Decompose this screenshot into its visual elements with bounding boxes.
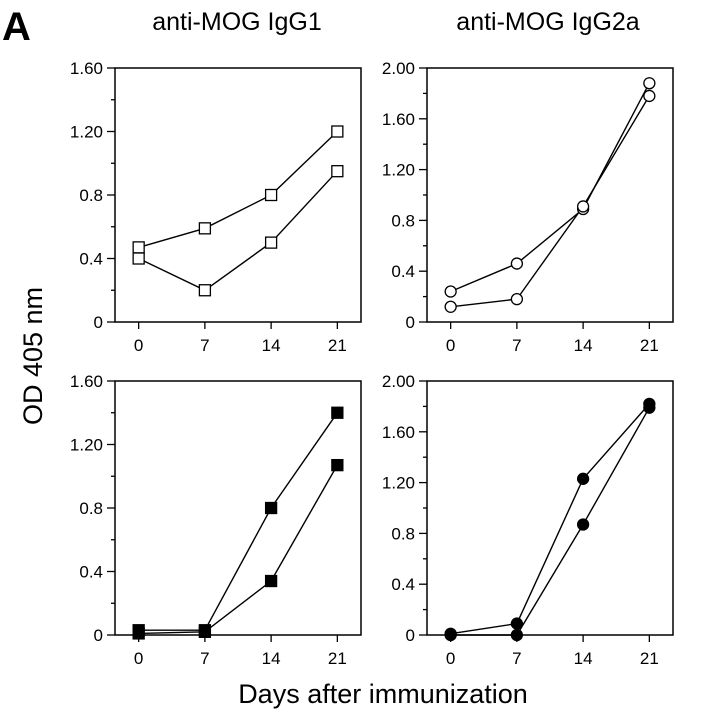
x-tick-label: 14 xyxy=(262,336,281,355)
x-tick-label: 7 xyxy=(200,649,209,668)
series-line-1 xyxy=(138,130,338,249)
y-tick-label: 1.60 xyxy=(382,110,415,129)
y-tick-label: 0.8 xyxy=(79,499,103,518)
x-tick-label: 21 xyxy=(328,336,347,355)
y-tick-label: 1.20 xyxy=(382,161,415,180)
plot-frame xyxy=(426,67,674,323)
y-tick-label: 0 xyxy=(94,626,103,645)
data-point xyxy=(510,617,524,630)
data-point xyxy=(643,89,656,103)
data-point xyxy=(132,252,145,265)
x-tick-label: 21 xyxy=(328,649,347,668)
data-point xyxy=(264,188,278,202)
y-axis-title: OD 405 nm xyxy=(18,287,48,425)
x-tick-label: 14 xyxy=(574,336,593,355)
chart-panel-bottom-right: 0 0.4 0.8 1.20 1.60 2.00 0 7 14 21 xyxy=(382,372,674,668)
chart-panel-top-left: 0 0.4 0.8 1.20 1.60 0 7 14 21 xyxy=(70,59,362,355)
y-tick-label: 1.20 xyxy=(382,474,415,493)
x-tick-label: 21 xyxy=(640,649,659,668)
y-tick-label: 2.00 xyxy=(382,59,415,78)
series-line-2 xyxy=(450,407,650,636)
x-tick-label: 7 xyxy=(200,336,209,355)
x-tick-label: 0 xyxy=(446,649,455,668)
y-tick-label: 0.8 xyxy=(79,186,103,205)
data-point xyxy=(132,241,145,254)
data-point xyxy=(444,285,457,298)
data-point xyxy=(510,628,524,642)
plot-frame xyxy=(114,380,362,636)
series-line-1 xyxy=(138,412,338,631)
x-axis-title: Days after immunization xyxy=(238,679,528,709)
x-tick-label: 14 xyxy=(262,649,281,668)
series-line-1 xyxy=(450,403,650,635)
chart-panel-top-right: 0 0.4 0.8 1.20 1.60 2.00 0 7 14 21 xyxy=(382,59,674,355)
y-tick-label: 1.20 xyxy=(70,123,103,142)
panel-letter: A xyxy=(2,5,31,49)
column-title-igg1: anti-MOG IgG1 xyxy=(152,8,322,36)
data-point xyxy=(331,406,344,419)
data-point xyxy=(264,236,278,249)
x-tick-label: 0 xyxy=(134,649,143,668)
data-point xyxy=(198,625,212,638)
data-point xyxy=(444,628,457,642)
y-tick-label: 1.60 xyxy=(382,423,415,442)
data-point xyxy=(576,200,590,213)
data-point xyxy=(198,284,212,297)
x-tick-label: 0 xyxy=(134,336,143,355)
series-line-2 xyxy=(138,464,338,635)
y-tick-label: 1.20 xyxy=(70,436,103,455)
x-tick-label: 21 xyxy=(640,336,659,355)
series-line-2 xyxy=(138,170,338,292)
data-point xyxy=(331,458,344,472)
x-tick-label: 14 xyxy=(574,649,593,668)
x-tick-label: 0 xyxy=(446,336,455,355)
data-point xyxy=(643,77,656,90)
column-title-igg2a: anti-MOG IgG2a xyxy=(456,8,639,36)
y-tick-label: 0.8 xyxy=(391,211,415,230)
data-point xyxy=(331,165,344,178)
y-tick-label: 0 xyxy=(94,313,103,332)
data-point xyxy=(510,257,524,270)
y-tick-label: 0.4 xyxy=(79,250,103,269)
data-point xyxy=(643,401,656,414)
series-line-2 xyxy=(450,95,650,308)
y-tick-label: 0.4 xyxy=(79,563,103,582)
y-tick-label: 1.60 xyxy=(70,372,103,391)
series-line-1 xyxy=(450,82,650,293)
y-tick-label: 0.4 xyxy=(391,262,415,281)
y-tick-label: 0.8 xyxy=(391,524,415,543)
data-point xyxy=(264,574,278,588)
chart-panels: 0 0.4 0.8 1.20 1.60 0 7 14 21 0 0.4 0.8 1.20 1.60 2.00… xyxy=(70,59,674,668)
chart-panel-bottom-left: 0 0.4 0.8 1.20 1.60 0 7 14 21 xyxy=(70,372,362,668)
data-point xyxy=(264,501,278,515)
data-point xyxy=(510,292,524,306)
y-tick-label: 2.00 xyxy=(382,372,415,391)
plot-frame xyxy=(114,67,362,323)
x-tick-label: 7 xyxy=(512,649,521,668)
y-tick-label: 0.4 xyxy=(391,575,415,594)
data-point xyxy=(132,627,145,640)
y-tick-label: 0 xyxy=(406,313,415,332)
data-point xyxy=(198,222,212,235)
y-tick-label: 1.60 xyxy=(70,59,103,78)
data-point xyxy=(444,300,457,313)
x-tick-label: 7 xyxy=(512,336,521,355)
data-point xyxy=(576,518,590,531)
data-point xyxy=(576,472,590,485)
data-point xyxy=(331,125,344,138)
y-tick-label: 0 xyxy=(406,626,415,645)
